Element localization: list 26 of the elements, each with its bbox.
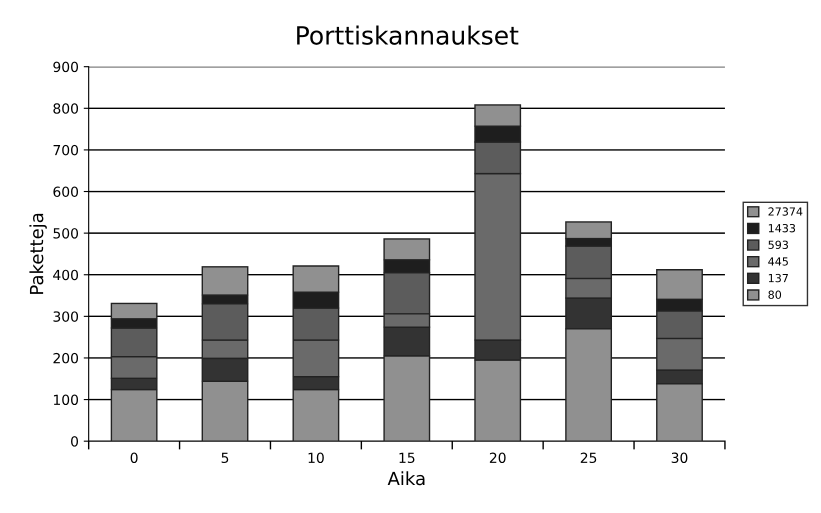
legend-label: 445: [768, 257, 788, 266]
y-tick-label: 300: [53, 311, 78, 322]
y-tick-label: 700: [54, 144, 78, 156]
y-tick-label: 0: [71, 436, 78, 447]
y-tick-label: 800: [53, 103, 78, 114]
y-tick-label: 500: [54, 228, 78, 239]
legend-label: 137: [768, 274, 788, 282]
y-tick-label: 400: [53, 270, 78, 280]
x-tick-label: 30: [672, 452, 688, 464]
x-axis-title: Aika: [388, 471, 424, 486]
y-tick-label: 100: [54, 394, 78, 406]
y-tick-label: 600: [53, 186, 78, 197]
x-tick-label: 0: [130, 452, 138, 464]
legend-label: 1433: [768, 224, 796, 232]
legend-label: 593: [768, 240, 788, 250]
x-tick-label: 20: [490, 452, 506, 464]
x-tick-label: 15: [399, 452, 414, 464]
y-tick-label: 900: [53, 62, 78, 72]
x-tick-label: 25: [580, 452, 596, 464]
chart-title: Porttiskannaukset: [297, 25, 518, 45]
y-tick-label: 200: [53, 352, 78, 364]
x-tick-label: 5: [222, 452, 228, 464]
legend-label: 80: [768, 290, 782, 299]
y-axis-title: Paketteja: [29, 214, 47, 294]
x-tick-label: 10: [308, 452, 324, 464]
legend-label: 27374: [768, 207, 802, 216]
